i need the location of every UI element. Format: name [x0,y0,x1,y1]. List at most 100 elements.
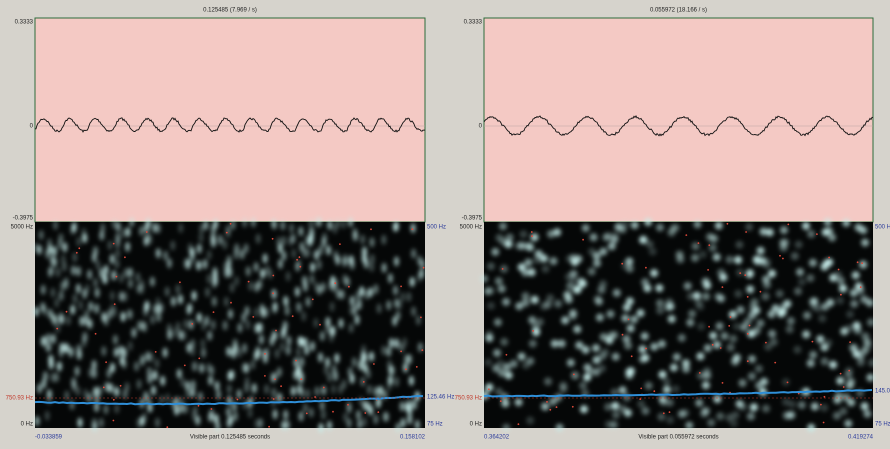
formant-dot [415,366,418,368]
energy-spot [735,240,744,249]
energy-spot [254,418,260,429]
energy-spot [395,310,401,321]
energy-spot [82,331,88,342]
energy-spot [271,288,277,299]
energy-spot [521,298,530,307]
energy-spot [810,402,819,411]
energy-spot [64,343,70,354]
energy-spot [708,243,717,252]
energy-spot [726,343,735,352]
energy-spot [333,250,339,261]
energy-spot [657,339,666,348]
energy-spot [308,233,314,243]
energy-spot [648,247,657,256]
energy-spot [50,372,56,383]
energy-spot [250,217,256,228]
formant-dot [861,262,863,265]
energy-spot [589,233,598,242]
formant-dot [298,256,301,258]
energy-spot [373,284,379,295]
energy-spot [201,347,206,358]
energy-spot [541,264,550,273]
energy-spot [762,404,770,413]
energy-spot [98,268,104,279]
formant-dot [621,262,624,265]
energy-spot [363,258,369,269]
energy-spot [526,243,535,252]
energy-spot [340,219,346,229]
energy-spot [70,225,75,236]
energy-spot [500,337,509,346]
formant-dot [739,272,742,274]
energy-spot [186,342,192,353]
energy-spot [480,274,489,283]
formant-dot [112,242,115,245]
formant-dot [859,286,862,288]
formant-dot [708,244,711,247]
energy-spot [703,367,711,376]
energy-spot [764,342,773,351]
energy-spot [279,341,285,352]
energy-spot [343,412,348,423]
energy-spot [159,302,165,313]
energy-spot [200,338,206,349]
formant-dot [411,228,414,231]
energy-spot [166,258,172,269]
energy-spot [181,330,187,341]
energy-spot [640,332,649,341]
energy-spot [662,385,671,394]
energy-spot [502,297,511,306]
energy-spot [655,299,664,308]
energy-spot [295,261,301,272]
energy-spot [192,405,198,416]
energy-spot [338,318,344,329]
energy-spot [93,246,98,257]
energy-spot [356,299,362,310]
energy-spot [650,269,659,278]
energy-spot [58,290,64,301]
energy-spot [226,384,232,395]
energy-spot [241,312,247,323]
energy-spot [768,269,776,278]
energy-spot [74,366,80,377]
energy-spot [825,258,834,267]
formant-dot [113,303,116,306]
energy-spot [688,309,697,318]
energy-spot [592,251,601,260]
energy-spot [387,375,393,386]
energy-spot [821,228,830,237]
energy-spot [630,221,639,230]
energy-spot [400,292,406,302]
energy-spot [662,377,671,386]
energy-spot [630,315,639,324]
formant-dot [420,316,422,319]
formant-dot [102,386,105,389]
energy-spot [360,234,366,245]
energy-spot [505,233,514,242]
energy-spot [310,341,315,352]
energy-spot [94,303,100,314]
energy-spot [170,296,176,307]
formant-dot [822,421,825,424]
energy-spot [331,364,337,375]
energy-spot [101,312,107,323]
energy-spot [859,260,868,269]
energy-spot [175,284,181,295]
pitch-value: 125.46 Hz [427,395,454,401]
energy-spot [759,227,768,236]
energy-spot [824,339,833,347]
energy-spot [102,273,108,284]
energy-spot [601,348,610,357]
energy-spot [752,306,761,315]
formant-dot [275,329,277,332]
energy-spot [381,262,387,273]
energy-spot [327,372,333,383]
energy-spot [702,292,710,301]
energy-spot [76,266,81,277]
energy-spot [95,260,101,270]
formant-dot [274,378,276,381]
energy-spot [747,372,756,381]
energy-spot [794,240,803,249]
energy-spot [863,409,872,418]
formant-dot [145,231,148,233]
